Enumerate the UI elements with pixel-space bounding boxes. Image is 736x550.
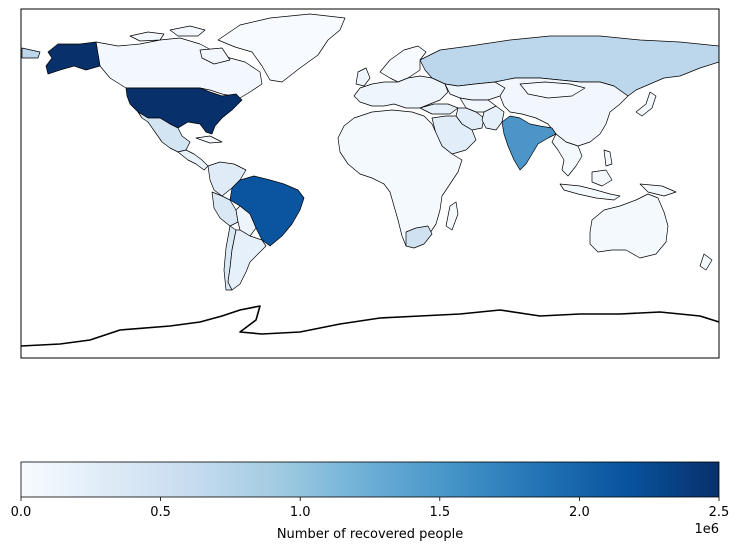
region-borneo	[591, 169, 613, 187]
region-new-zealand	[699, 253, 713, 271]
region-new-guinea	[639, 183, 677, 197]
region-southeast-asia	[551, 133, 583, 177]
region-greenland	[217, 13, 346, 83]
colorbar-tick-label: 1.0	[290, 505, 311, 520]
region-japan	[635, 91, 657, 117]
region-europe	[353, 75, 449, 109]
colorbar-tick-label: 2.0	[569, 505, 590, 520]
region-philippines	[603, 149, 613, 167]
region-scandinavia	[379, 45, 427, 83]
region-uk	[355, 67, 371, 87]
colorbar-tick-label: 0.5	[150, 505, 171, 520]
region-china	[494, 77, 629, 147]
colorbar-gradient	[20, 461, 720, 498]
colorbar-tick-label: 1.5	[429, 505, 450, 520]
colorbar: 0.0 0.5 1.0 1.5 2.0 2.5 1e6 Number of recover…	[11, 461, 730, 542]
colorbar-label: Number of recovered people	[277, 527, 463, 542]
colorbar-tick-label: 0.0	[11, 505, 32, 520]
region-bolivia	[235, 205, 257, 237]
region-argentina	[227, 229, 267, 291]
region-australia	[589, 193, 669, 259]
region-indonesia	[559, 183, 621, 201]
region-india	[501, 115, 557, 171]
region-antarctica	[21, 305, 719, 347]
region-arctic-islands-2	[169, 25, 206, 37]
region-madagascar	[445, 201, 459, 231]
region-south-africa	[405, 225, 433, 249]
map-frame	[20, 8, 720, 359]
region-cuba	[195, 135, 223, 144]
region-mongolia	[519, 81, 586, 99]
region-pakistan	[481, 105, 505, 131]
colorbar-offset-text: 1e6	[694, 522, 719, 537]
colorbar-tick-label: 2.5	[709, 505, 730, 520]
region-arctic-islands-1	[129, 31, 165, 42]
region-russia-east	[21, 47, 41, 59]
region-arctic-islands-3	[199, 47, 231, 65]
region-alaska	[45, 41, 101, 75]
